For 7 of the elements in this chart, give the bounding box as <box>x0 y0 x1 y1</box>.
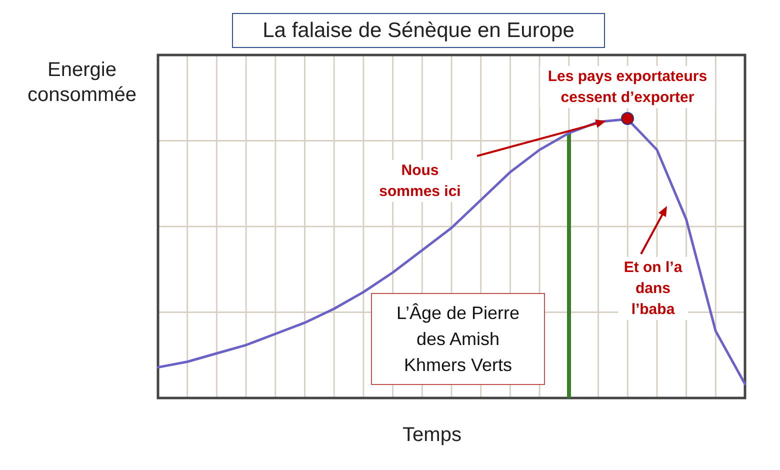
annotation: L’Âge de Pierre des Amish Khmers Verts <box>371 293 545 385</box>
annotation: Nous sommes ici <box>375 160 465 202</box>
text: Les pays exportateurs cessent d’exporter <box>540 66 715 108</box>
annotation: Et on l’a dans l’baba <box>618 257 688 320</box>
x-axis-title: Temps <box>402 424 462 447</box>
y-axis-title: Energie consommée <box>26 58 138 108</box>
chart-title: La falaise de Sénèque en Europe <box>232 13 605 48</box>
